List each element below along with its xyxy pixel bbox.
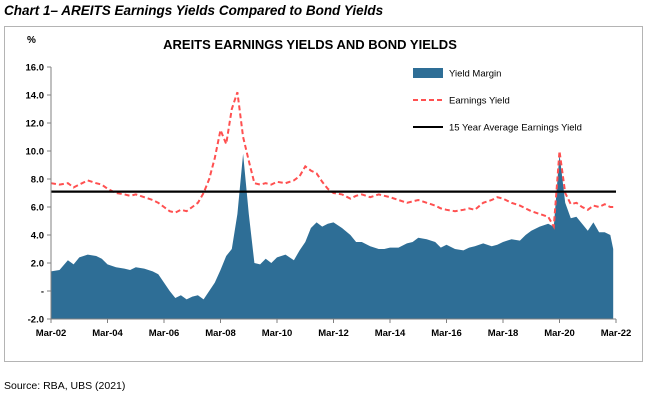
source-note: Source: RBA, UBS (2021) [4,380,126,392]
y-tick-label: 12.0 [26,119,45,130]
y-tick-label: 8.0 [31,175,44,186]
chart-frame: AREITS EARNINGS YIELDS AND BOND YIELDS %… [4,26,643,362]
legend-label: 15 Year Average Earnings Yield [449,123,582,134]
x-tick-label: Mar-18 [488,328,519,339]
x-tick-label: Mar-06 [149,328,180,339]
x-tick-label: Mar-12 [318,328,349,339]
x-tick-label: Mar-04 [92,328,123,339]
x-tick-label: Mar-10 [262,328,293,339]
y-tick-label: 6.0 [31,203,44,214]
y-axis-unit-label: % [27,35,36,46]
chart-svg: AREITS EARNINGS YIELDS AND BOND YIELDS %… [26,35,632,340]
y-tick-label: 14.0 [26,91,45,102]
x-tick-label: Mar-14 [375,328,406,339]
y-tick-label: 2.0 [31,259,44,270]
series-yield-margin-area [51,153,614,319]
y-tick-label: 16.0 [26,63,45,74]
x-tick-label: Mar-08 [205,328,236,339]
y-tick-label: 4.0 [31,231,44,242]
series-earnings-yield-line [50,91,614,230]
y-tick-label: - [41,287,44,298]
legend: Yield Margin Earnings Yield 15 Year Averag… [413,68,582,134]
y-tick-label: -2.0 [28,315,44,326]
x-tick-label: Mar-22 [601,328,632,339]
legend-label: Earnings Yield [449,96,510,107]
legend-swatch-yield-margin [413,68,443,78]
y-tick-label: 10.0 [26,147,45,158]
x-tick-label: Mar-20 [544,328,575,339]
x-tick-label: Mar-16 [431,328,462,339]
page-title: Chart 1– AREITS Earnings Yields Compared… [4,3,384,18]
legend-label: Yield Margin [449,69,501,80]
chart-title: AREITS EARNINGS YIELDS AND BOND YIELDS [163,37,457,52]
x-tick-label: Mar-02 [36,328,67,339]
plot-area [50,91,616,319]
